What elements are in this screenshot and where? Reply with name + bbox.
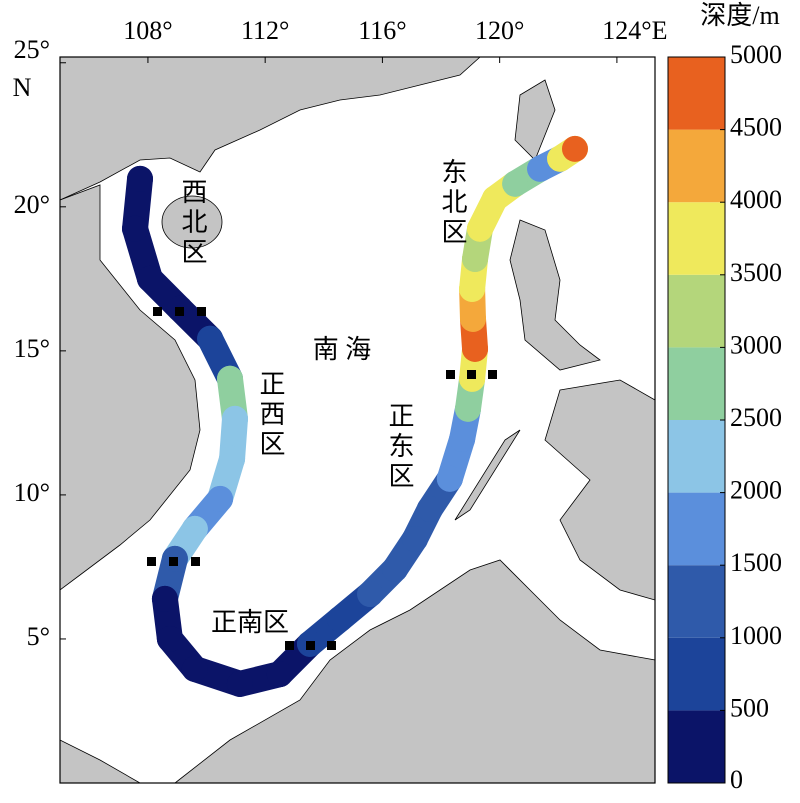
x-tick-label: 112° <box>241 16 289 45</box>
track-point <box>156 625 183 652</box>
track-point <box>449 426 476 453</box>
lat-unit: N <box>13 73 32 102</box>
colorbar-segment <box>668 129 725 203</box>
track-point <box>459 305 486 332</box>
colorbar-segment <box>668 710 725 783</box>
y-tick-label: 15° <box>14 334 50 363</box>
colorbar-tick-label: 2500 <box>730 403 782 432</box>
map-frame <box>59 56 656 784</box>
track-point <box>502 170 529 197</box>
colorbar-segment <box>668 492 725 566</box>
boundary-markers <box>147 307 497 650</box>
colorbar-tick-label: 4500 <box>730 113 782 142</box>
track-point <box>401 525 428 552</box>
colorbar-tick-label: 3500 <box>730 258 782 287</box>
track-point <box>326 606 353 633</box>
track-point <box>561 135 588 162</box>
track-point <box>382 555 409 582</box>
y-tick-label: 20° <box>14 190 50 219</box>
marker <box>467 370 476 379</box>
colorbar-tick-label: 2000 <box>730 476 782 505</box>
track-point <box>219 445 246 472</box>
colorbar-tick-label: 0 <box>730 765 743 794</box>
track-point <box>217 365 243 392</box>
mainland <box>59 56 482 201</box>
colorbar-segment <box>668 637 725 711</box>
track-point <box>197 325 224 352</box>
marker <box>285 641 294 650</box>
marker <box>488 370 497 379</box>
marker <box>327 641 336 650</box>
track-point <box>459 275 486 302</box>
track-point <box>266 661 293 688</box>
y-tick-label: 10° <box>14 478 50 507</box>
luzon <box>509 219 601 371</box>
track-point <box>207 485 234 512</box>
marker <box>153 307 162 316</box>
region-label: 正南区 <box>211 608 289 637</box>
hainan <box>161 195 223 249</box>
marker <box>175 307 184 316</box>
marker <box>169 557 178 566</box>
track-point <box>462 335 489 362</box>
x-tick-label: 108° <box>123 16 172 45</box>
track-point <box>357 581 384 608</box>
track-point <box>436 465 463 492</box>
colorbar-segment <box>668 57 725 130</box>
track-point <box>462 245 489 272</box>
track-point <box>467 215 494 242</box>
taiwan <box>514 79 556 161</box>
track-point <box>221 405 248 432</box>
region-label: 正西区 <box>256 370 285 460</box>
marker <box>191 557 200 566</box>
track-point <box>181 515 208 542</box>
colorbar-segment <box>668 202 725 275</box>
region-label: 西北区 <box>178 178 207 268</box>
track-point <box>226 670 253 697</box>
marker <box>197 307 206 316</box>
track-point <box>136 265 163 292</box>
indochina <box>59 184 201 591</box>
region-label: 东北区 <box>438 158 467 248</box>
track-point <box>416 496 443 523</box>
colorbar-segment <box>668 420 725 493</box>
colorbar-tick-label: 5000 <box>730 40 782 69</box>
colorbar-label: 深度/m <box>700 1 779 30</box>
region-label: 正东区 <box>385 402 414 492</box>
colorbar-tick-label: 3000 <box>730 330 782 359</box>
track-point <box>151 585 178 612</box>
colorbar-tick-label: 1500 <box>730 548 782 577</box>
track-point <box>127 165 154 192</box>
land <box>59 56 656 784</box>
sea-label: 南 海 <box>313 335 372 364</box>
colorbar-segment <box>668 565 725 638</box>
x-tick-label: 124°E <box>602 16 667 45</box>
y-tick-label: 5° <box>27 622 50 651</box>
colorbar-segment <box>668 347 725 420</box>
colorbar-tick-label: 4000 <box>730 185 782 214</box>
marker <box>446 370 455 379</box>
palawan <box>454 429 521 521</box>
marker <box>306 641 315 650</box>
colorbar-tick-label: 500 <box>730 693 769 722</box>
marker <box>147 557 156 566</box>
track-point <box>181 655 208 682</box>
x-tick-label: 120° <box>475 16 524 45</box>
track-point <box>122 215 149 242</box>
colorbar-tick-label: 1000 <box>730 621 782 650</box>
track-point <box>481 185 508 212</box>
track-point <box>527 155 554 182</box>
visayas-mindanao <box>544 379 656 601</box>
x-tick-label: 116° <box>358 16 406 45</box>
track <box>122 135 588 697</box>
y-tick-label: 25° <box>14 35 50 64</box>
colorbar-segment <box>668 274 725 348</box>
track-point <box>455 395 481 422</box>
borneo <box>173 559 656 784</box>
